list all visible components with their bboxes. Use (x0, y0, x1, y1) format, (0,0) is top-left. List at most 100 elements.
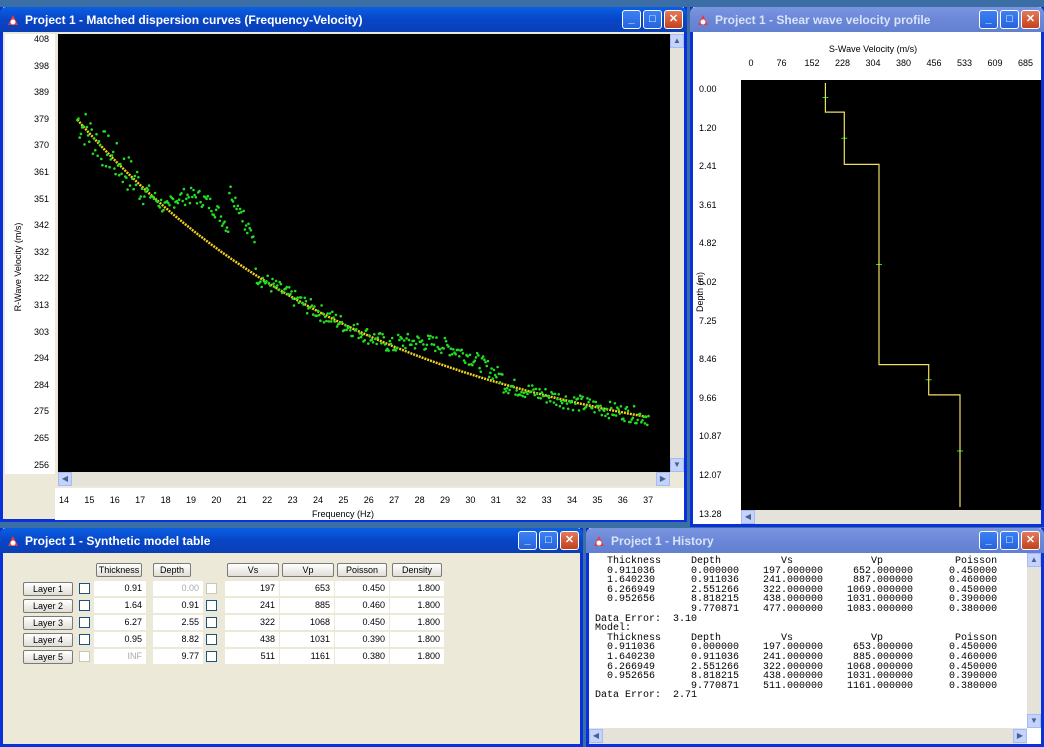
thickness-lock-checkbox[interactable] (79, 634, 90, 645)
density-header-button[interactable]: Density (392, 563, 442, 577)
depth-lock-checkbox[interactable] (206, 600, 217, 611)
density-cell[interactable]: 1.800 (390, 598, 444, 613)
density-cell[interactable]: 1.800 (390, 615, 444, 630)
layer-button[interactable]: Layer 3 (23, 616, 73, 630)
measured-point (304, 299, 308, 303)
close-button[interactable]: ✕ (560, 531, 579, 550)
thickness-header-button[interactable]: Thickness (96, 563, 142, 577)
density-cell[interactable]: 1.800 (390, 649, 444, 664)
vs-header-button[interactable]: Vs (227, 563, 279, 577)
depth-cell[interactable]: 8.82 (153, 632, 203, 647)
maximize-button[interactable]: □ (1000, 531, 1019, 550)
scroll-right-arrow[interactable]: ▶ (656, 472, 670, 486)
horizontal-scrollbar[interactable]: ◀ ▶ (58, 472, 670, 486)
measured-point (623, 419, 626, 423)
measured-point (438, 348, 442, 351)
vp-cell[interactable]: 653 (280, 581, 334, 596)
history-client: Thickness Depth Vs Vp Poisson 0.911036 0… (589, 553, 1041, 744)
scroll-left-arrow[interactable]: ◀ (741, 510, 755, 524)
poisson-cell[interactable]: 0.450 (335, 615, 389, 630)
vp-cell[interactable]: 1161 (280, 649, 334, 664)
layer-button[interactable]: Layer 5 (23, 650, 73, 664)
poisson-cell[interactable]: 0.450 (335, 581, 389, 596)
depth-cell[interactable]: 9.77 (153, 649, 203, 664)
thickness-lock-checkbox[interactable] (79, 600, 90, 611)
minimize-button[interactable]: _ (979, 531, 998, 550)
vp-cell[interactable]: 885 (280, 598, 334, 613)
close-button[interactable]: ✕ (1021, 10, 1040, 29)
thickness-lock-checkbox[interactable] (79, 651, 90, 662)
density-cell[interactable]: 1.800 (390, 632, 444, 647)
close-button[interactable]: ✕ (664, 10, 683, 29)
measured-point (109, 158, 113, 161)
layer-button[interactable]: Layer 4 (23, 633, 73, 647)
layer-button[interactable]: Layer 1 (23, 582, 73, 596)
profile-titlebar[interactable]: Project 1 - Shear wave velocity profile … (690, 7, 1044, 32)
close-button[interactable]: ✕ (1021, 531, 1040, 550)
minimize-button[interactable]: _ (979, 10, 998, 29)
maximize-button[interactable]: □ (539, 531, 558, 550)
measured-point (458, 355, 461, 358)
vs-cell[interactable]: 197 (225, 581, 279, 596)
scroll-down-arrow[interactable]: ▼ (670, 458, 684, 472)
depth-lock-checkbox[interactable] (206, 651, 217, 662)
measured-point (110, 154, 114, 157)
vp-cell[interactable]: 1031 (280, 632, 334, 647)
velocity-profile-plot[interactable] (741, 80, 1041, 510)
scroll-right-arrow[interactable]: ▶ (1013, 729, 1027, 743)
depth-cell[interactable]: 2.55 (153, 615, 203, 630)
measured-point (246, 231, 249, 235)
measured-point (192, 188, 195, 192)
history-vertical-scrollbar[interactable]: ▲ ▼ (1027, 553, 1041, 728)
poisson-header-button[interactable]: Poisson (337, 563, 387, 577)
scroll-up-arrow[interactable]: ▲ (670, 34, 684, 48)
measured-point (605, 407, 608, 411)
vp-cell[interactable]: 1068 (280, 615, 334, 630)
thickness-lock-checkbox[interactable] (79, 583, 90, 594)
minimize-button[interactable]: _ (518, 531, 537, 550)
depth-lock-checkbox[interactable] (206, 617, 217, 628)
thickness-cell[interactable]: 1.64 (94, 598, 146, 613)
scroll-left-arrow[interactable]: ◀ (589, 729, 603, 743)
vs-cell[interactable]: 322 (225, 615, 279, 630)
depth-header-button[interactable]: Depth (153, 563, 191, 577)
model-table-titlebar[interactable]: Project 1 - Synthetic model table _ □ ✕ (0, 528, 583, 553)
vs-cell[interactable]: 438 (225, 632, 279, 647)
thickness-cell[interactable]: 0.91 (94, 581, 146, 596)
thickness-cell[interactable]: 0.95 (94, 632, 146, 647)
scroll-down-arrow[interactable]: ▼ (1027, 714, 1041, 728)
depth-cell[interactable]: 0.91 (153, 598, 203, 613)
history-horizontal-scrollbar[interactable]: ◀ ▶ (589, 728, 1027, 744)
vp-header-button[interactable]: Vp (282, 563, 334, 577)
dispersion-plot[interactable] (58, 34, 670, 472)
vertical-scrollbar[interactable]: ▲ ▼ (670, 34, 684, 472)
vs-cell[interactable]: 241 (225, 598, 279, 613)
scroll-up-arrow[interactable]: ▲ (1027, 553, 1041, 567)
minimize-button[interactable]: _ (622, 10, 641, 29)
measured-point (487, 375, 491, 379)
profile-horizontal-scrollbar[interactable]: ◀ (741, 510, 1041, 524)
thickness-cell[interactable]: 6.27 (94, 615, 146, 630)
history-titlebar[interactable]: Project 1 - History _ □ ✕ (586, 528, 1044, 553)
y-tick-label: 408 (33, 34, 49, 44)
dispersion-titlebar[interactable]: Project 1 - Matched dispersion curves (F… (0, 7, 687, 32)
vs-cell[interactable]: 511 (225, 649, 279, 664)
layer-button[interactable]: Layer 2 (23, 599, 73, 613)
thickness-cell[interactable]: INF (94, 649, 146, 664)
poisson-cell[interactable]: 0.380 (335, 649, 389, 664)
measured-point (495, 375, 498, 379)
measured-point (296, 296, 299, 300)
thickness-lock-checkbox[interactable] (79, 617, 90, 628)
measured-point (86, 134, 90, 137)
maximize-button[interactable]: □ (643, 10, 662, 29)
depth-cell[interactable]: 0.00 (153, 581, 203, 596)
scroll-left-arrow[interactable]: ◀ (58, 472, 72, 486)
depth-lock-checkbox[interactable] (206, 634, 217, 645)
poisson-cell[interactable]: 0.390 (335, 632, 389, 647)
poisson-cell[interactable]: 0.460 (335, 598, 389, 613)
depth-lock-checkbox[interactable] (206, 583, 217, 594)
maximize-button[interactable]: □ (1000, 10, 1019, 29)
density-cell[interactable]: 1.800 (390, 581, 444, 596)
measured-point (355, 328, 358, 331)
measured-point (590, 406, 594, 410)
